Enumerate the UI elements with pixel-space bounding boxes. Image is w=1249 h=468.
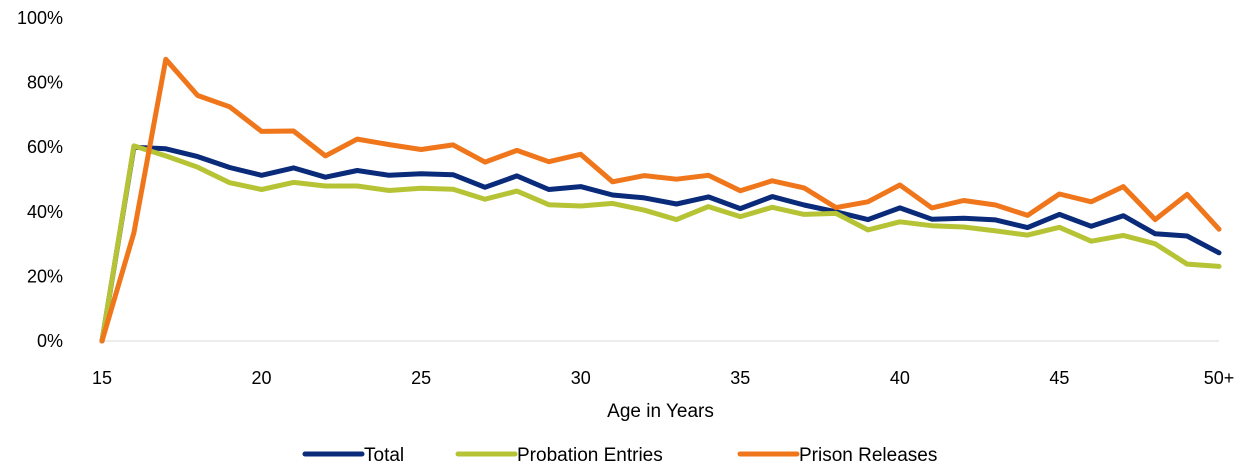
series-line-probation-entries <box>99 143 1222 344</box>
series-lines <box>99 56 1222 344</box>
x-tick-label: 30 <box>571 368 591 388</box>
x-tick-label: 35 <box>730 368 750 388</box>
y-tick-label: 60% <box>27 137 63 157</box>
x-tick-label: 45 <box>1049 368 1069 388</box>
series-line-total <box>99 144 1222 344</box>
y-axis-tick-labels: 0% 20% 40% 60% 80% 100% <box>17 8 63 351</box>
legend-label-probation-entries: Probation Entries <box>517 445 663 466</box>
series-line-prison-releases <box>99 56 1222 344</box>
x-tick-label: 50+ <box>1204 368 1235 388</box>
x-tick-label: 25 <box>411 368 431 388</box>
x-tick-label: 15 <box>92 368 112 388</box>
y-tick-label: 0% <box>37 331 63 351</box>
legend-label-total: Total <box>364 445 404 466</box>
legend: Total Probation Entries Prison Releases <box>302 445 937 466</box>
y-tick-label: 100% <box>17 8 63 28</box>
x-axis-tick-labels: 15 20 25 30 35 40 45 50+ <box>92 368 1234 388</box>
y-tick-label: 40% <box>27 202 63 222</box>
x-axis-title: Age in Years <box>607 401 714 422</box>
y-tick-label: 20% <box>27 266 63 286</box>
x-tick-label: 40 <box>890 368 910 388</box>
y-tick-label: 80% <box>27 73 63 93</box>
legend-label-prison-releases: Prison Releases <box>799 445 937 466</box>
x-tick-label: 20 <box>252 368 272 388</box>
